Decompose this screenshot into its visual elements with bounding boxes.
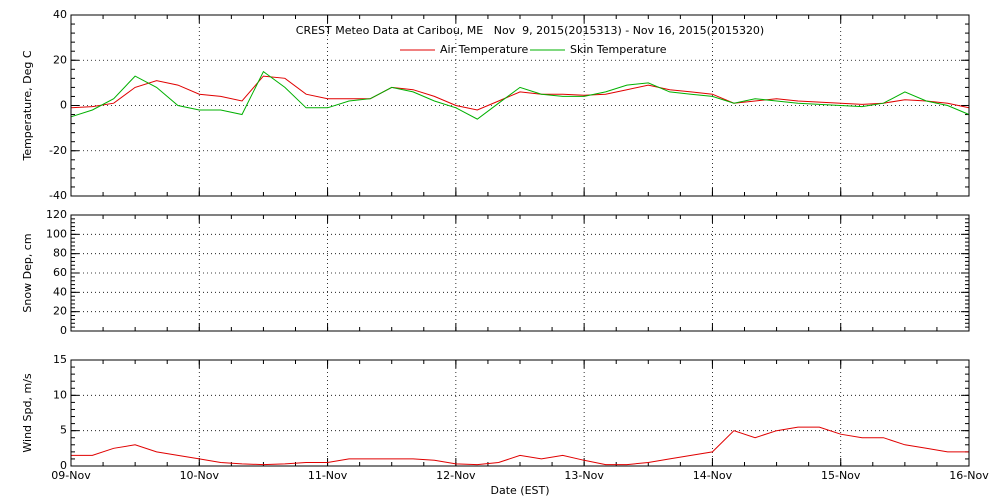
y-axis-label: Temperature, Deg C	[21, 50, 34, 161]
x-tick-label: 09-Nov	[51, 469, 91, 482]
x-tick-label: 12-Nov	[436, 469, 476, 482]
x-axis-label: Date (EST)	[490, 484, 549, 497]
x-tick-label: 10-Nov	[180, 469, 220, 482]
data-line	[71, 426, 969, 466]
y-tick-label: 0	[60, 459, 67, 472]
plot-frame	[70, 214, 970, 332]
y-tick-label: 40	[53, 8, 67, 21]
y-tick-label: 5	[60, 424, 67, 437]
plot-frame	[70, 359, 970, 467]
x-tick-label: 13-Nov	[564, 469, 604, 482]
y-tick-label: 20	[53, 53, 67, 66]
y-axis-label: Snow Dep, cm	[21, 233, 34, 312]
legend-label: Skin Temperature	[570, 43, 667, 56]
y-tick-label: 80	[53, 247, 67, 260]
y-tick-label: 60	[53, 266, 67, 279]
plot-frame	[70, 14, 970, 197]
y-axis-label: Wind Spd, m/s	[21, 373, 34, 453]
y-tick-label: 0	[60, 324, 67, 337]
chart-title: CREST Meteo Data at Caribou, ME Nov 9, 2…	[296, 24, 764, 37]
y-tick-label: 20	[53, 305, 67, 318]
data-line	[70, 70, 970, 120]
y-tick-label: 15	[53, 353, 67, 366]
y-tick-label: 0	[60, 99, 67, 112]
x-tick-label: 11-Nov	[308, 469, 348, 482]
data-line	[70, 75, 970, 111]
y-tick-label: -40	[49, 189, 67, 202]
y-tick-label: -20	[49, 144, 67, 157]
legend-label: Air Temperature	[440, 43, 529, 56]
x-tick-label: 14-Nov	[693, 469, 733, 482]
x-tick-label: 16-Nov	[949, 469, 989, 482]
y-tick-label: 40	[53, 285, 67, 298]
y-tick-label: 10	[53, 388, 67, 401]
y-tick-label: 100	[46, 227, 67, 240]
x-tick-label: 15-Nov	[821, 469, 861, 482]
y-tick-label: 120	[46, 208, 67, 221]
